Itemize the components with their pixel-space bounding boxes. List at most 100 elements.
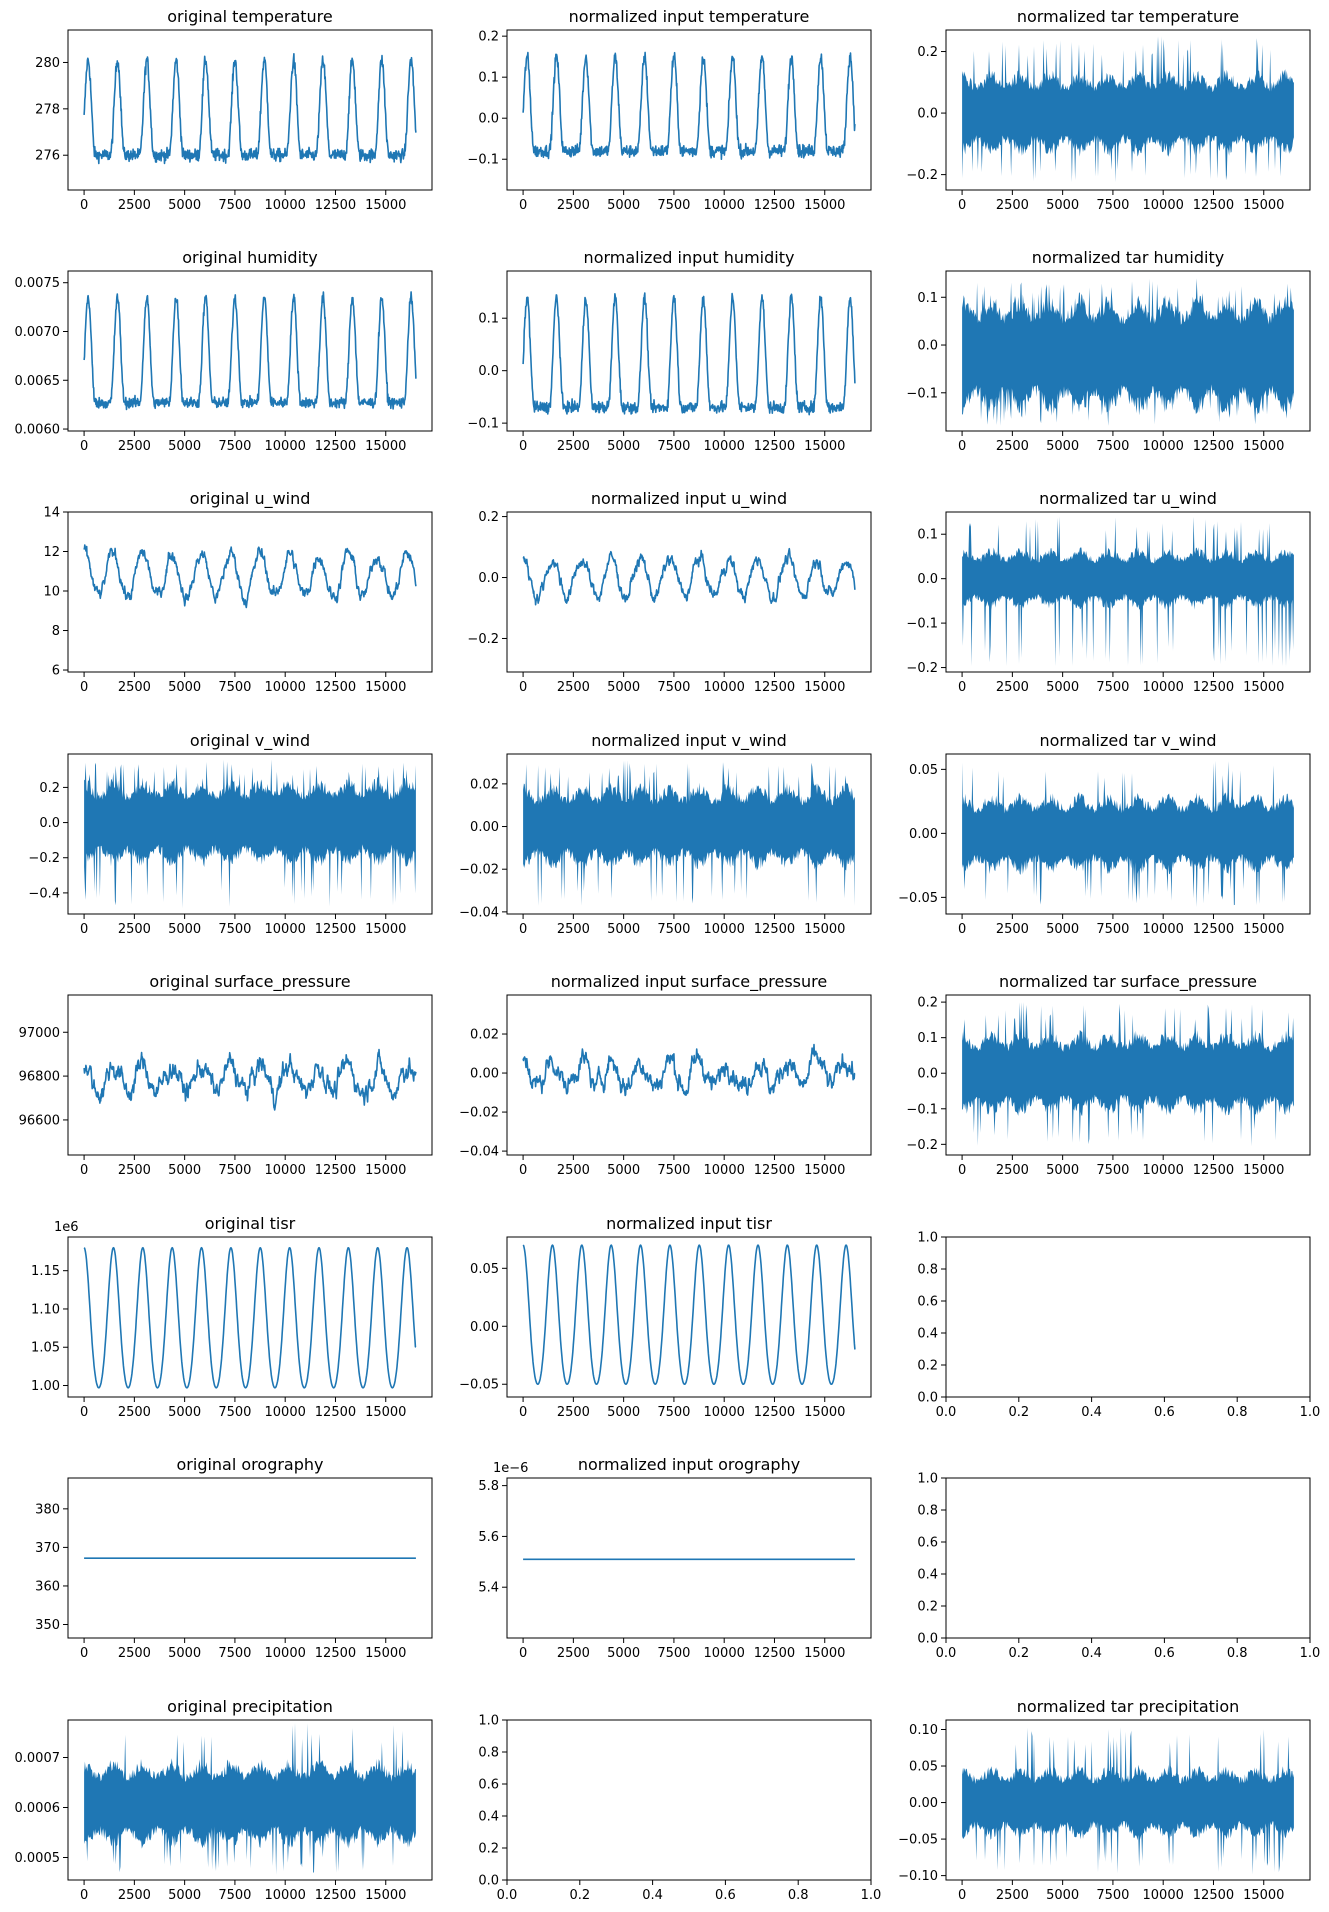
y-tick-label: 0.1	[917, 528, 938, 543]
y-tick-label: 0.1	[478, 312, 499, 327]
y-tick-label: −0.02	[459, 1106, 499, 1121]
y-tick-label: 0.4	[917, 1568, 938, 1583]
series-group	[522, 547, 856, 606]
x-tick-label: 15000	[365, 1646, 406, 1661]
subplot-title: original tisr	[205, 1214, 296, 1233]
x-tick-label: 10000	[1143, 198, 1184, 213]
subplot-8: 0 2500 5000 7500 10000 12500 15000 −0.2 0.0 0.2 no…	[467, 489, 872, 695]
x-tick-label: 7500	[218, 198, 251, 213]
x-tick-label: 5000	[168, 439, 201, 454]
x-tick-label: 0	[519, 198, 527, 213]
x-tick-label: 0	[958, 1888, 966, 1903]
series-group	[84, 1722, 416, 1875]
subplot-11: 0 2500 5000 7500 10000 12500 15000 −0.04 −0.02 0.…	[459, 731, 872, 937]
y-tick-label: 96800	[19, 1070, 60, 1085]
x-tick-label: 7500	[657, 1405, 690, 1420]
series-group	[962, 760, 1294, 908]
x-tick-label: 0	[958, 922, 966, 937]
x-tick-label: 5000	[168, 1888, 201, 1903]
subplot-22: 0 2500 5000 7500 10000 12500 15000 0.0005 0.0006…	[15, 1697, 433, 1903]
x-tick-label: 0.0	[936, 1405, 957, 1420]
series-band	[962, 516, 1294, 668]
series-group	[962, 1727, 1294, 1875]
y-tick-label: 0.2	[917, 1359, 938, 1374]
y-tick-label: −0.04	[459, 1145, 499, 1160]
x-tick-label: 15000	[804, 1405, 845, 1420]
x-tick-label: 7500	[1096, 1888, 1129, 1903]
subplot-14: 0 2500 5000 7500 10000 12500 15000 −0.04 −0.02 0.…	[459, 972, 872, 1178]
y-tick-label: −0.04	[459, 905, 499, 920]
subplot-title: normalized tar surface_pressure	[999, 972, 1257, 992]
y-tick-label: −0.1	[467, 417, 499, 432]
x-tick-label: 12500	[754, 1163, 795, 1178]
x-tick-label: 2500	[118, 680, 151, 695]
y-tick-label: 0.05	[909, 1760, 938, 1775]
x-tick-label: 0.8	[1227, 1646, 1248, 1661]
x-tick-label: 2500	[118, 1646, 151, 1661]
x-tick-label: 5000	[607, 922, 640, 937]
x-tick-label: 15000	[365, 439, 406, 454]
x-tick-label: 10000	[704, 1405, 745, 1420]
x-tick-label: 7500	[218, 1163, 251, 1178]
y-tick-label: 0.2	[917, 1600, 938, 1615]
y-tick-label: 0.02	[470, 777, 499, 792]
y-tick-label: 0.0	[478, 364, 499, 379]
subplot-24: 0 2500 5000 7500 10000 12500 15000 −0.10 −0.05 0.…	[898, 1697, 1311, 1903]
y-tick-label: 0.2	[478, 30, 499, 45]
axes-frame	[506, 511, 872, 673]
series-line	[83, 291, 417, 411]
x-tick-label: 10000	[704, 680, 745, 695]
y-tick-label: 0.0	[917, 572, 938, 587]
x-tick-label: 15000	[365, 1405, 406, 1420]
x-tick-label: 7500	[657, 198, 690, 213]
x-tick-label: 0.2	[569, 1888, 590, 1903]
x-tick-label: 5000	[168, 680, 201, 695]
x-tick-label: 12500	[315, 680, 356, 695]
x-tick-label: 12500	[1193, 680, 1234, 695]
x-tick-label: 12500	[315, 922, 356, 937]
y-tick-label: 10	[43, 585, 60, 600]
x-tick-label: 10000	[704, 1646, 745, 1661]
axes-frame	[67, 1477, 433, 1639]
x-tick-label: 7500	[657, 1163, 690, 1178]
y-tick-label: 97000	[19, 1026, 60, 1041]
x-tick-label: 5000	[1046, 1888, 1079, 1903]
x-tick-label: 2500	[996, 922, 1029, 937]
x-tick-label: 2500	[118, 922, 151, 937]
subplot-title: normalized input temperature	[569, 7, 810, 26]
x-tick-label: 12500	[315, 1646, 356, 1661]
x-tick-label: 5000	[607, 198, 640, 213]
y-tick-label: 8	[52, 624, 60, 639]
axes-frame	[945, 270, 1311, 432]
y-tick-label: 1.0	[917, 1472, 938, 1487]
y-tick-label: 0.02	[470, 1028, 499, 1043]
x-tick-label: 2500	[996, 439, 1029, 454]
x-tick-label: 5000	[168, 922, 201, 937]
subplot-title: original v_wind	[190, 731, 310, 751]
subplot-15: 0 2500 5000 7500 10000 12500 15000 −0.2 −0.1 0.0 0…	[906, 972, 1311, 1178]
x-tick-label: 0	[519, 1163, 527, 1178]
subplot-title: normalized tar precipitation	[1017, 1697, 1240, 1716]
x-tick-label: 5000	[607, 680, 640, 695]
subplot-5: 0 2500 5000 7500 10000 12500 15000 −0.1 0.0 0.1 no…	[467, 248, 872, 454]
subplot-title: normalized input surface_pressure	[551, 972, 827, 992]
y-tick-label: 5.4	[478, 1581, 499, 1596]
series-group	[83, 544, 417, 609]
x-tick-label: 7500	[657, 680, 690, 695]
x-tick-label: 12500	[1193, 1163, 1234, 1178]
x-tick-label: 10000	[1143, 922, 1184, 937]
x-tick-label: 12500	[754, 1646, 795, 1661]
y-tick-label: 0.0	[478, 571, 499, 586]
x-tick-label: 5000	[168, 1646, 201, 1661]
x-tick-label: 10000	[265, 1405, 306, 1420]
y-tick-label: 0.0005	[15, 1851, 61, 1866]
y-tick-label: 370	[35, 1541, 60, 1556]
x-tick-label: 15000	[804, 198, 845, 213]
x-tick-label: 10000	[1143, 1163, 1184, 1178]
x-tick-label: 0.4	[1081, 1646, 1102, 1661]
x-tick-label: 7500	[1096, 1163, 1129, 1178]
x-tick-label: 10000	[265, 439, 306, 454]
series-line	[83, 1246, 417, 1389]
x-tick-label: 0.8	[1227, 1405, 1248, 1420]
subplot-17: 0 2500 5000 7500 10000 12500 15000 −0.05 0.00 0.0…	[459, 1214, 872, 1420]
